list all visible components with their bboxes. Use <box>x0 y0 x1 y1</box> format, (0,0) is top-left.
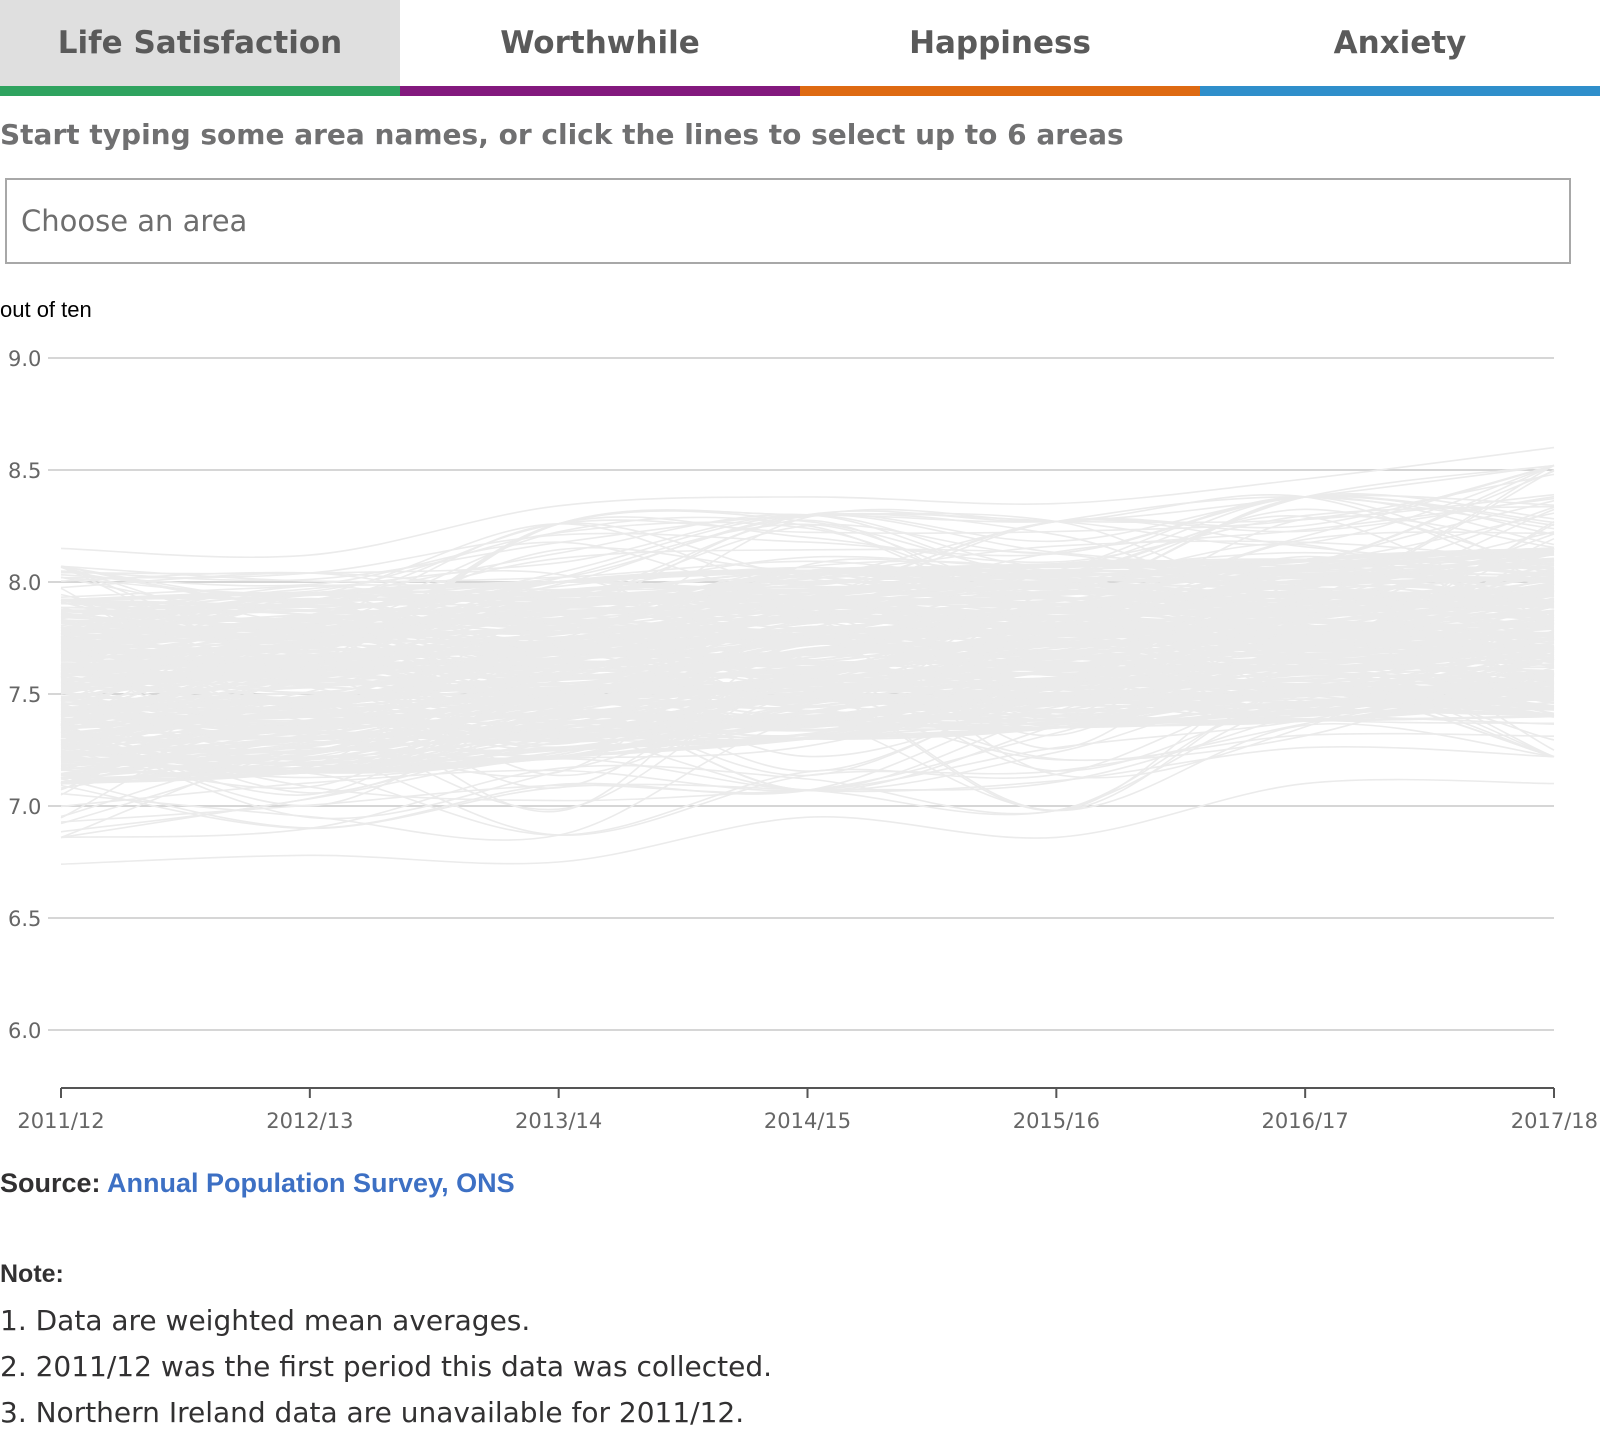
series-line[interactable] <box>60 519 1555 623</box>
tab-worthwhile[interactable]: Worthwhile <box>400 0 800 96</box>
series-line[interactable] <box>60 609 1555 813</box>
series-line[interactable] <box>60 679 1555 771</box>
measure-tabs: Life Satisfaction Worthwhile Happiness Anxi… <box>0 0 1600 96</box>
y-tick-label: 7.5 <box>8 683 41 707</box>
source-line: Source: Annual Population Survey, ONS <box>0 1168 515 1199</box>
area-search-input[interactable] <box>5 178 1571 264</box>
tab-happiness[interactable]: Happiness <box>800 0 1200 96</box>
series-line[interactable] <box>60 590 1555 677</box>
y-axis-unit-label: out of ten <box>0 297 92 322</box>
series-line[interactable] <box>60 692 1555 836</box>
series-line[interactable] <box>60 547 1555 685</box>
series-line[interactable] <box>60 619 1555 739</box>
series-line[interactable] <box>60 497 1555 716</box>
x-tick-label: 2017/18 <box>1511 1109 1598 1130</box>
series-line[interactable] <box>60 495 1555 597</box>
series-line[interactable] <box>60 688 1555 839</box>
series-line[interactable] <box>60 652 1555 770</box>
instruction-text: Start typing some area names, or click t… <box>0 118 1124 151</box>
x-tick-label: 2014/15 <box>764 1109 851 1130</box>
note-item: 1. Data are weighted mean averages. <box>0 1304 531 1337</box>
series-line[interactable] <box>60 664 1555 758</box>
note-list: 1. Data are weighted mean averages. 2. 20… <box>0 1298 772 1436</box>
series-line[interactable] <box>60 515 1555 691</box>
source-prefix: Source: <box>0 1168 101 1198</box>
source-link[interactable]: Annual Population Survey, ONS <box>107 1168 515 1198</box>
y-tick-label: 9.0 <box>8 347 41 371</box>
tab-anxiety[interactable]: Anxiety <box>1200 0 1600 96</box>
x-tick-label: 2016/17 <box>1262 1109 1349 1130</box>
series-line[interactable] <box>60 508 1555 583</box>
line-chart: 9.0 8.5 8.0 7.5 7.0 6.5 6.0 2011/12 2012/13 2013/… <box>8 347 1598 1130</box>
series-line[interactable] <box>60 508 1555 600</box>
y-tick-label: 8.0 <box>8 571 41 595</box>
series-line[interactable] <box>60 446 1555 559</box>
note-item: 3. Northern Ireland data are unavailable… <box>0 1396 745 1429</box>
x-tick-label: 2013/14 <box>515 1109 602 1130</box>
series-line[interactable] <box>60 656 1555 841</box>
y-tick-label: 7.0 <box>8 795 41 819</box>
series-group <box>60 446 1555 865</box>
series-line[interactable] <box>60 634 1555 720</box>
series-line[interactable] <box>60 549 1555 726</box>
series-line[interactable] <box>60 551 1555 605</box>
series-line[interactable] <box>60 778 1555 865</box>
series-line[interactable] <box>60 499 1555 726</box>
y-tick-label: 8.5 <box>8 459 41 483</box>
series-line[interactable] <box>60 633 1555 707</box>
x-tick-label: 2015/16 <box>1013 1109 1100 1130</box>
series-line[interactable] <box>60 576 1555 746</box>
series-line[interactable] <box>60 464 1555 595</box>
series-line[interactable] <box>60 531 1555 725</box>
note-item: 2. 2011/12 was the first period this dat… <box>0 1350 773 1383</box>
series-line[interactable] <box>60 523 1555 725</box>
series-line[interactable] <box>60 645 1555 678</box>
series-line[interactable] <box>60 473 1555 604</box>
y-tick-label: 6.5 <box>8 907 41 931</box>
tab-life-satisfaction[interactable]: Life Satisfaction <box>0 0 400 96</box>
series-line[interactable] <box>60 579 1555 794</box>
series-line[interactable] <box>60 607 1555 685</box>
series-line[interactable] <box>60 657 1555 761</box>
series-line[interactable] <box>60 612 1555 780</box>
x-tick-label: 2011/12 <box>17 1109 104 1130</box>
series-line[interactable] <box>60 464 1555 656</box>
y-tick-label: 6.0 <box>8 1019 41 1043</box>
series-line[interactable] <box>60 552 1555 729</box>
x-tick-label: 2012/13 <box>266 1109 353 1130</box>
series-line[interactable] <box>60 611 1555 734</box>
series-line[interactable] <box>60 572 1555 644</box>
series-line[interactable] <box>60 603 1555 777</box>
note-title: Note: <box>0 1260 64 1288</box>
series-line[interactable] <box>60 625 1555 706</box>
series-line[interactable] <box>60 670 1555 823</box>
series-line[interactable] <box>60 593 1555 771</box>
series-line[interactable] <box>60 533 1555 698</box>
series-line[interactable] <box>60 609 1555 649</box>
series-line[interactable] <box>60 464 1555 595</box>
series-line[interactable] <box>60 616 1555 707</box>
series-line[interactable] <box>60 547 1555 625</box>
